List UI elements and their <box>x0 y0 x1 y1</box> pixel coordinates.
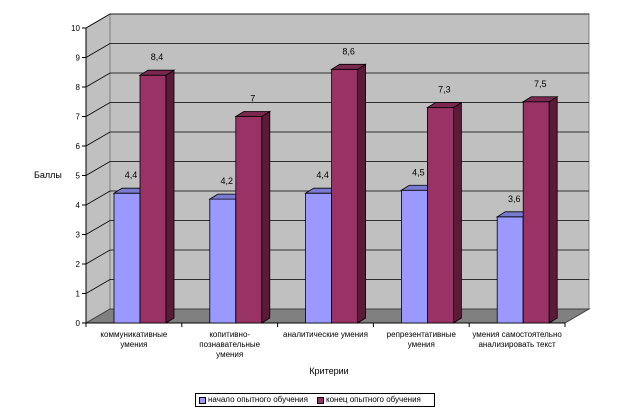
data-label: 3,6 <box>508 194 521 204</box>
data-label: 7,5 <box>534 79 547 89</box>
bar-front <box>305 192 333 324</box>
category-label: аналитические умения <box>283 330 368 339</box>
gridline <box>85 102 589 117</box>
y-tick-label: 7 <box>76 113 81 122</box>
bar-top <box>521 96 559 103</box>
legend-item-series-1: начало опытного обучения <box>199 395 317 405</box>
bar-top <box>426 102 463 109</box>
legend-swatch-series-1 <box>199 396 206 404</box>
category-labels: коммуникативныеумениякопитивно-познавате… <box>100 330 562 359</box>
bars <box>112 63 559 324</box>
bar-front <box>235 116 263 324</box>
bar-front <box>496 216 524 324</box>
y-tick-label: 5 <box>76 172 81 181</box>
legend-swatch-series-2 <box>317 396 324 404</box>
bar-side <box>357 63 367 324</box>
y-axis-title: Баллы <box>34 170 62 180</box>
y-tick-label: 8 <box>76 83 81 92</box>
bar-side <box>261 110 271 324</box>
bar-top <box>234 111 272 117</box>
y-tick-label: 0 <box>76 319 81 328</box>
y-tick-label: 6 <box>76 142 81 151</box>
bar-top <box>138 69 176 76</box>
bar-side <box>165 69 175 324</box>
bar-front <box>139 74 167 324</box>
legend: начало опытного обучения конец опытного … <box>195 393 435 407</box>
category-label: коммуникативные <box>100 330 168 339</box>
data-label: 7,3 <box>438 85 451 95</box>
category-label: умения самостоятельно <box>472 330 562 339</box>
y-axis: 0 1 2 3 4 5 6 7 8 9 10 <box>71 24 566 328</box>
bar-front <box>113 192 141 324</box>
gridline <box>85 13 589 29</box>
data-label: 4,4 <box>125 170 138 180</box>
y-tick-label: 9 <box>76 54 81 63</box>
bar-top <box>330 63 367 70</box>
data-label: 4,5 <box>412 167 425 177</box>
legend-label-series-2: конец опытного обучения <box>326 395 421 404</box>
category-label: анализировать текст <box>478 340 556 349</box>
category-label: умения <box>408 340 435 349</box>
bar-side <box>452 101 462 324</box>
data-label: 4,4 <box>316 170 329 180</box>
bar-front <box>209 198 237 324</box>
bar-front <box>426 107 454 324</box>
x-axis-title: Критерии <box>309 366 348 376</box>
category-label: умения <box>216 350 243 359</box>
data-label: 4,2 <box>221 176 234 186</box>
category-label: умения <box>120 340 147 349</box>
bar-front <box>331 68 359 324</box>
category-label: копитивно- <box>209 330 250 339</box>
y-tick-label: 10 <box>71 24 80 33</box>
y-tick-label: 1 <box>76 290 81 299</box>
legend-item-series-2: конец опытного обучения <box>317 395 421 405</box>
gridline <box>85 72 589 88</box>
y-tick-label: 3 <box>76 231 81 240</box>
legend-label-series-1: начало опытного обучения <box>208 395 308 404</box>
y-tick-label: 2 <box>76 260 81 269</box>
bar-front <box>522 101 550 324</box>
bar-front <box>400 189 428 324</box>
bar-side <box>548 96 558 324</box>
data-label: 7 <box>250 94 255 104</box>
data-labels: 4,4 8,4 4,2 7 4,4 8,6 4,5 7,3 3,6 7,5 <box>125 46 547 204</box>
data-label: 8,6 <box>342 46 355 56</box>
category-label: репрезентативные <box>387 330 457 339</box>
data-label: 8,4 <box>151 52 164 62</box>
gridline <box>85 43 589 58</box>
y-tick-label: 4 <box>76 201 81 210</box>
category-label: познавательные <box>199 340 260 349</box>
